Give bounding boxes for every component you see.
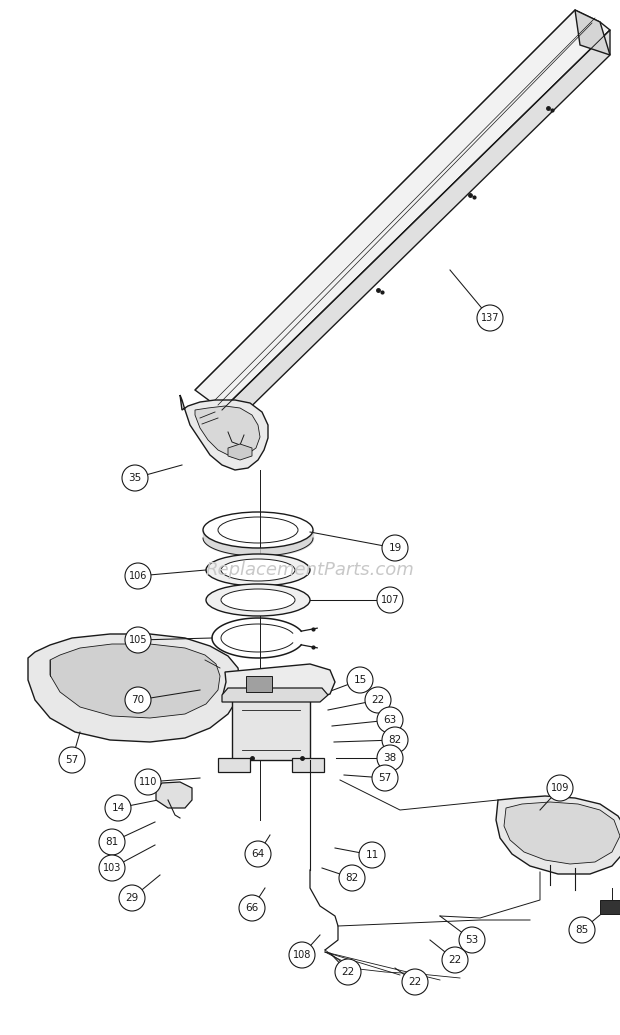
Text: 35: 35 [128, 473, 141, 483]
Circle shape [99, 855, 125, 881]
Text: 57: 57 [65, 755, 79, 765]
Text: 106: 106 [129, 571, 147, 581]
Polygon shape [222, 30, 610, 435]
Text: 66: 66 [246, 903, 259, 913]
Polygon shape [195, 10, 610, 410]
Circle shape [289, 942, 315, 968]
Text: 15: 15 [353, 675, 366, 685]
Circle shape [382, 535, 408, 561]
Text: 109: 109 [551, 783, 569, 793]
Polygon shape [50, 644, 220, 718]
Circle shape [377, 745, 403, 771]
Circle shape [122, 465, 148, 491]
Text: 14: 14 [112, 803, 125, 814]
Text: 22: 22 [409, 977, 422, 987]
Text: 85: 85 [575, 925, 588, 935]
Circle shape [377, 587, 403, 613]
Circle shape [459, 927, 485, 953]
FancyBboxPatch shape [600, 900, 620, 914]
Circle shape [125, 687, 151, 713]
Circle shape [339, 865, 365, 891]
Text: 64: 64 [251, 849, 265, 859]
Polygon shape [504, 802, 620, 864]
Circle shape [99, 829, 125, 855]
Circle shape [335, 959, 361, 985]
Polygon shape [223, 664, 335, 700]
Circle shape [377, 707, 403, 733]
Ellipse shape [206, 554, 310, 586]
Polygon shape [228, 444, 252, 460]
Circle shape [245, 841, 271, 867]
Text: 103: 103 [103, 863, 121, 873]
Text: ReplacementParts.com: ReplacementParts.com [206, 561, 414, 579]
Polygon shape [292, 758, 324, 772]
Text: 107: 107 [381, 595, 399, 605]
Circle shape [347, 667, 373, 693]
Text: 57: 57 [378, 773, 392, 783]
Text: 137: 137 [480, 313, 499, 323]
Text: 81: 81 [105, 837, 118, 847]
Text: 63: 63 [383, 715, 397, 724]
Polygon shape [195, 406, 260, 457]
Polygon shape [232, 700, 310, 760]
Text: 82: 82 [345, 873, 358, 883]
Circle shape [402, 969, 428, 995]
Text: 22: 22 [342, 967, 355, 977]
Text: 70: 70 [131, 694, 144, 705]
Circle shape [119, 885, 145, 911]
Circle shape [125, 627, 151, 653]
Circle shape [477, 305, 503, 331]
Circle shape [125, 563, 151, 589]
Polygon shape [222, 688, 328, 702]
Polygon shape [28, 634, 240, 742]
Text: 38: 38 [383, 753, 397, 763]
Text: 82: 82 [388, 735, 402, 745]
Ellipse shape [221, 559, 295, 581]
Polygon shape [218, 758, 250, 772]
Circle shape [59, 747, 85, 773]
Polygon shape [246, 676, 272, 692]
Text: 22: 22 [448, 955, 462, 965]
Circle shape [569, 917, 595, 943]
Ellipse shape [206, 584, 310, 616]
Text: 108: 108 [293, 950, 311, 960]
Polygon shape [496, 796, 620, 874]
Circle shape [547, 775, 573, 801]
Text: 29: 29 [125, 893, 139, 903]
Circle shape [382, 727, 408, 753]
Polygon shape [575, 10, 610, 55]
Text: 11: 11 [365, 850, 379, 860]
Text: 22: 22 [371, 694, 384, 705]
Circle shape [239, 895, 265, 921]
Text: 53: 53 [466, 935, 479, 945]
Text: 105: 105 [129, 635, 148, 645]
Polygon shape [180, 395, 268, 470]
Circle shape [135, 769, 161, 795]
Text: 110: 110 [139, 777, 157, 787]
Text: 19: 19 [388, 543, 402, 553]
Circle shape [365, 687, 391, 713]
Polygon shape [156, 782, 192, 808]
Circle shape [442, 947, 468, 973]
Ellipse shape [221, 589, 295, 611]
Circle shape [372, 765, 398, 791]
Circle shape [105, 795, 131, 821]
Circle shape [359, 842, 385, 868]
